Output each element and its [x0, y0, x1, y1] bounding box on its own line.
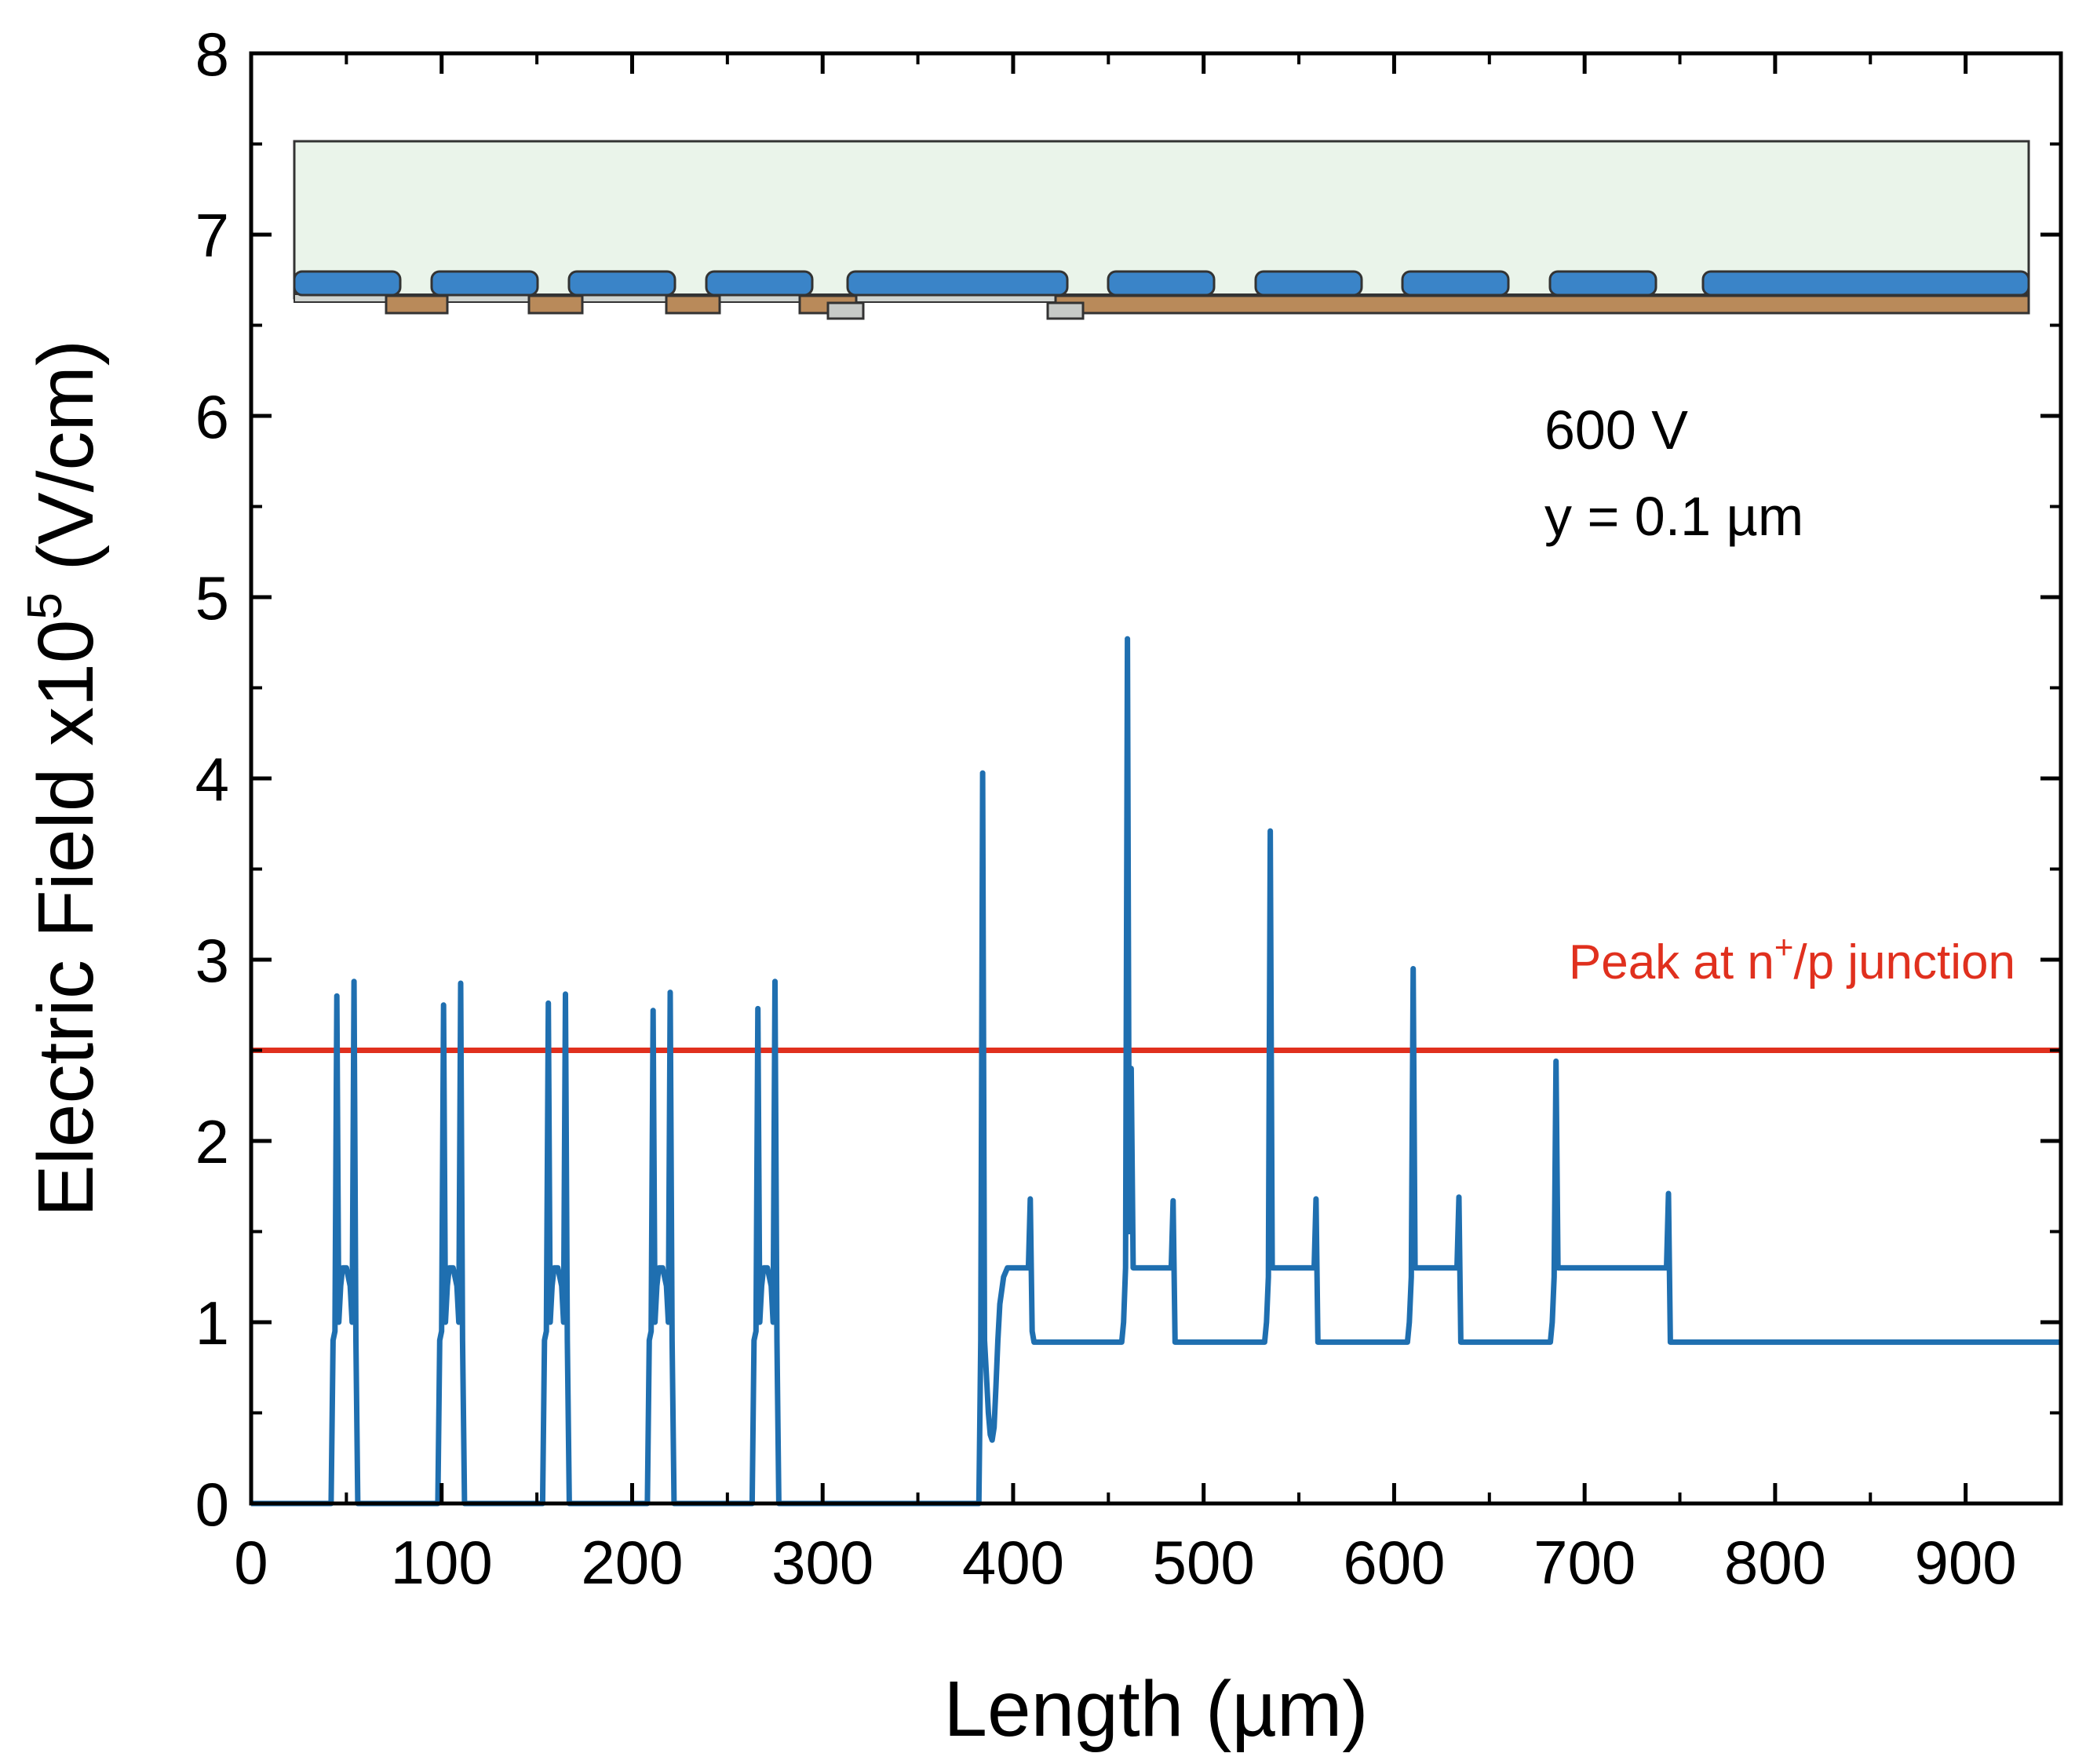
y-axis-title-main: Electric Field x10 — [22, 620, 110, 1217]
series-layer — [251, 636, 2061, 1507]
x-tick-label: 700 — [1533, 1528, 1636, 1597]
x-tick-label: 300 — [771, 1528, 873, 1597]
y-tick-label: 4 — [195, 745, 229, 814]
y-tick-label: 0 — [195, 1470, 229, 1539]
y-tick-label: 6 — [195, 382, 229, 451]
series-line-0 — [251, 636, 2061, 1507]
n-regions — [385, 294, 2030, 315]
depth-annotation: y = 0.1 µm — [1544, 486, 1803, 547]
x-tick-label: 200 — [581, 1528, 683, 1597]
x-axis-title: Length (µm) — [943, 1665, 1368, 1753]
y-tick-label: 1 — [195, 1288, 229, 1358]
y-tick-label: 2 — [195, 1107, 229, 1176]
device-cross-section-inset — [293, 140, 2030, 320]
y-tick-label: 5 — [195, 563, 229, 632]
y-axis-title-sup: 5 — [18, 592, 72, 619]
reference-label-sup: + — [1774, 928, 1794, 965]
tick-layer — [249, 51, 2061, 1506]
x-tick-label: 600 — [1343, 1528, 1445, 1597]
y-axis-title-unit: (V/cm) — [22, 340, 110, 592]
y-axis-title: Electric Field x105 (V/cm) — [18, 340, 110, 1217]
tick-label-layer: 0 100 200 300 400 500 600 700 800 900 0 1 2 3 4 5 6 7 8 — [195, 20, 2017, 1597]
field-plates — [293, 270, 2030, 297]
y-tick-label: 8 — [195, 20, 229, 89]
reference-label-prefix: Peak at n — [1569, 935, 1774, 990]
x-tick-label: 0 — [234, 1528, 268, 1597]
x-tick-label: 800 — [1724, 1528, 1826, 1597]
x-tick-label: 500 — [1153, 1528, 1255, 1597]
reference-line-label: Peak at n+/p junction — [1569, 928, 2015, 990]
x-tick-label: 900 — [1915, 1528, 2017, 1597]
voltage-annotation: 600 V — [1544, 399, 1688, 461]
x-tick-label: 400 — [962, 1528, 1064, 1597]
y-tick-label: 7 — [195, 201, 229, 270]
x-tick-label: 100 — [391, 1528, 493, 1597]
step-features — [826, 301, 1085, 320]
reference-label-suffix: /p junction — [1793, 935, 2015, 990]
y-tick-label: 3 — [195, 926, 229, 995]
